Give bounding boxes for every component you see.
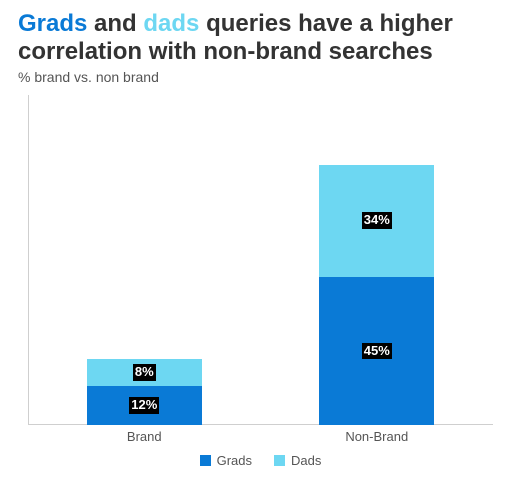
bar-segment-dads: 8% xyxy=(87,359,202,385)
title-fragment: dads xyxy=(143,10,206,37)
x-tick-label: Brand xyxy=(127,429,162,444)
bar-segment-dads: 34% xyxy=(319,165,434,277)
x-axis-labels: Brand Non-Brand xyxy=(28,425,493,447)
legend-item-dads: Dads xyxy=(274,453,321,468)
chart-legend: Grads Dads xyxy=(18,453,503,468)
chart-container: Grads and dads queries have a higher cor… xyxy=(0,0,521,468)
legend-item-grads: Grads xyxy=(200,453,252,468)
title-fragment: and xyxy=(94,10,143,37)
legend-swatch xyxy=(200,455,211,466)
data-label: 45% xyxy=(362,343,392,359)
legend-label: Grads xyxy=(217,453,252,468)
data-label: 34% xyxy=(362,212,392,228)
data-label: 8% xyxy=(133,364,156,380)
legend-swatch xyxy=(274,455,285,466)
x-tick-label: Non-Brand xyxy=(345,429,408,444)
chart-title: Grads and dads queries have a higher cor… xyxy=(18,10,503,65)
bar-segment-grads: 12% xyxy=(87,386,202,426)
bar-segment-grads: 45% xyxy=(319,277,434,426)
title-fragment: Grads xyxy=(18,10,94,37)
bar-non-brand: 45% 34% xyxy=(319,165,434,426)
chart-subtitle: % brand vs. non brand xyxy=(18,69,503,85)
chart-plot-area: 12% 8% 45% 34% xyxy=(28,95,493,425)
legend-label: Dads xyxy=(291,453,321,468)
data-label: 12% xyxy=(129,397,159,413)
bar-brand: 12% 8% xyxy=(87,359,202,425)
